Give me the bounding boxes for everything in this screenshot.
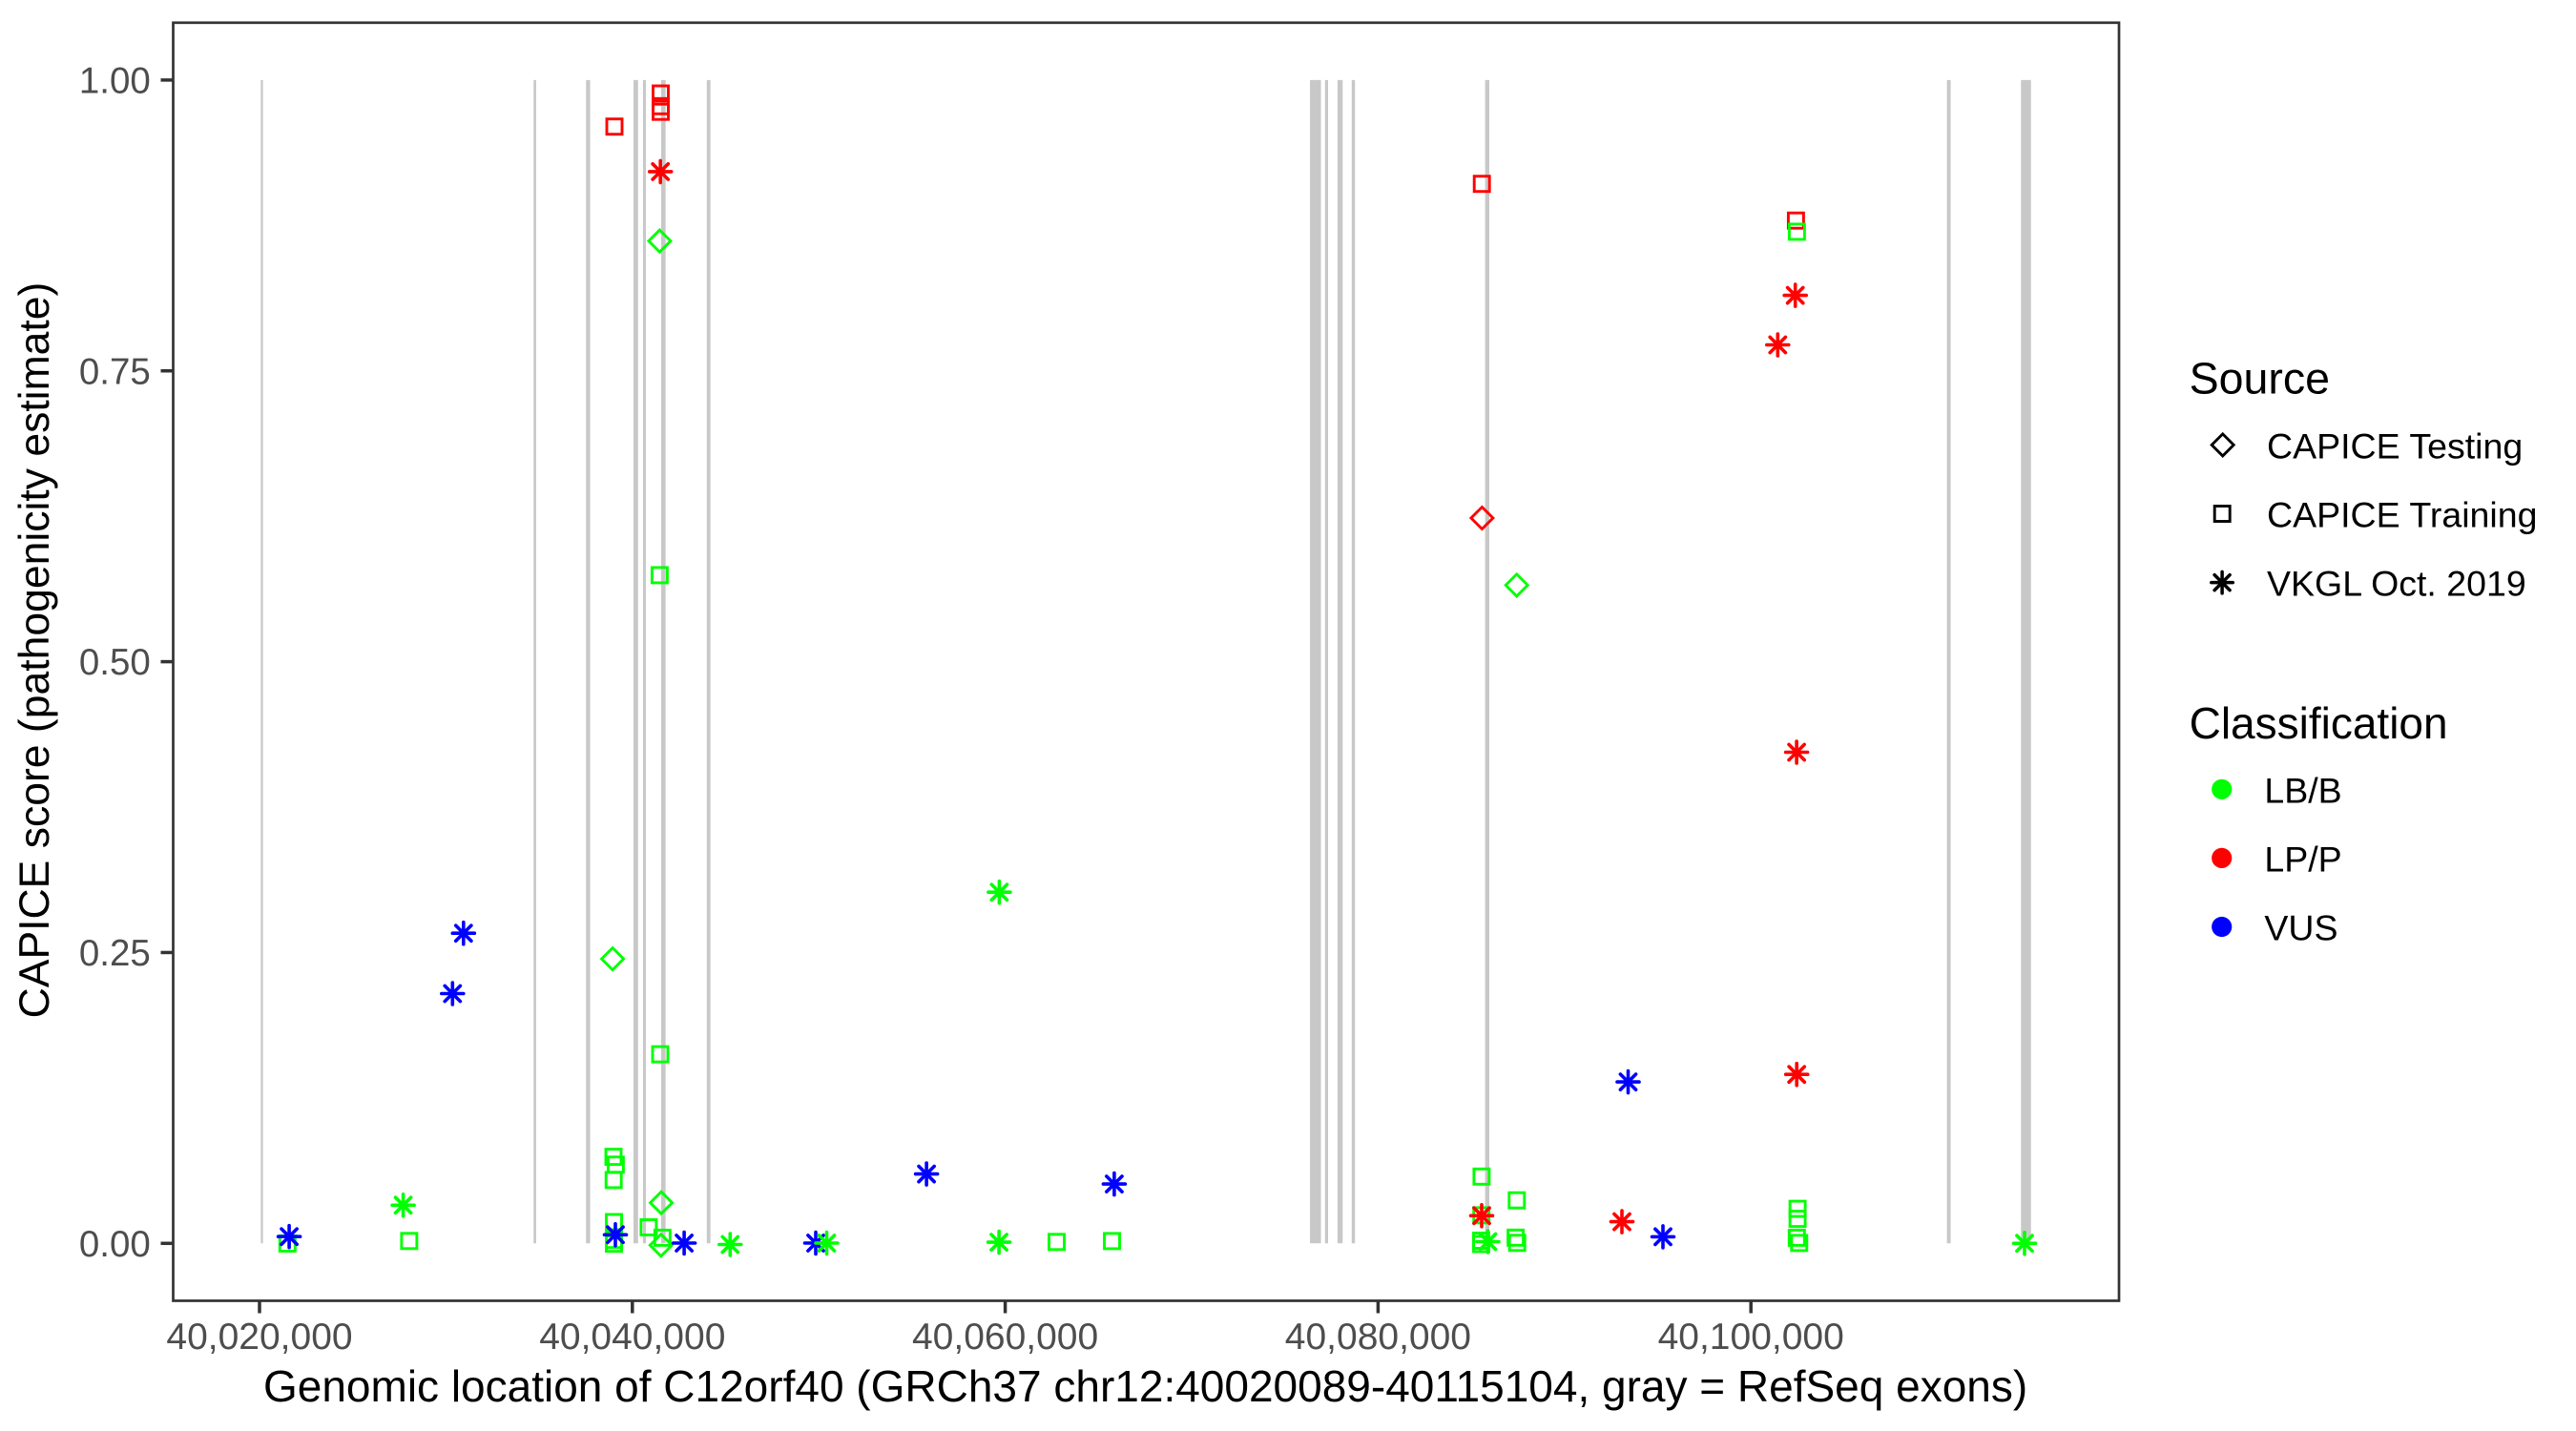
svg-text:40,060,000: 40,060,000 bbox=[912, 1317, 1098, 1358]
svg-text:Classification: Classification bbox=[2190, 698, 2448, 748]
svg-text:0.50: 0.50 bbox=[79, 642, 151, 683]
svg-text:VUS: VUS bbox=[2264, 908, 2337, 948]
svg-text:CAPICE Training: CAPICE Training bbox=[2267, 495, 2537, 535]
svg-text:CAPICE Testing: CAPICE Testing bbox=[2267, 425, 2523, 466]
svg-text:40,040,000: 40,040,000 bbox=[539, 1317, 725, 1358]
svg-text:LB/B: LB/B bbox=[2264, 770, 2341, 810]
svg-text:LP/P: LP/P bbox=[2264, 839, 2341, 879]
svg-text:0.25: 0.25 bbox=[79, 933, 151, 974]
svg-text:40,020,000: 40,020,000 bbox=[166, 1317, 352, 1358]
svg-text:Genomic location of C12orf40 (: Genomic location of C12orf40 (GRCh37 chr… bbox=[263, 1361, 2027, 1411]
svg-text:Source: Source bbox=[2190, 354, 2330, 404]
svg-text:40,080,000: 40,080,000 bbox=[1285, 1317, 1471, 1358]
svg-text:CAPICE score (pathogenicity es: CAPICE score (pathogenicity estimate) bbox=[11, 282, 58, 1019]
svg-text:VKGL Oct. 2019: VKGL Oct. 2019 bbox=[2267, 564, 2526, 604]
svg-text:40,100,000: 40,100,000 bbox=[1658, 1317, 1844, 1358]
svg-text:0.00: 0.00 bbox=[79, 1224, 151, 1265]
svg-text:1.00: 1.00 bbox=[79, 60, 151, 101]
svg-text:0.75: 0.75 bbox=[79, 351, 151, 392]
